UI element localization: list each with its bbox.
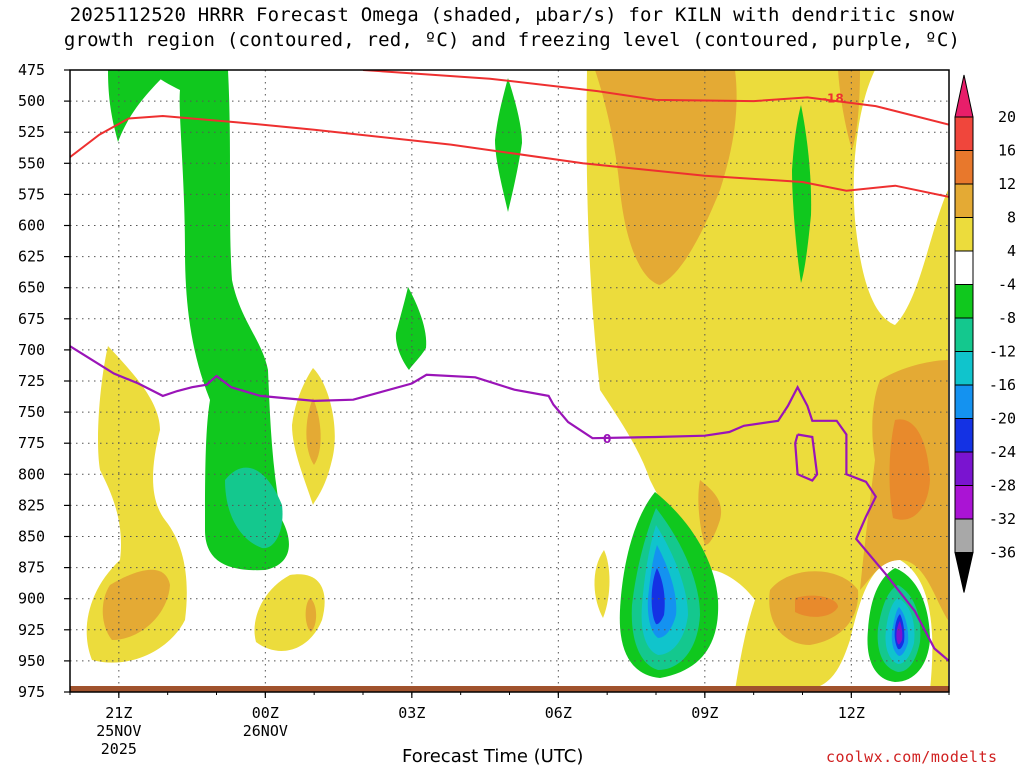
y-tick-label: 800 [18, 465, 45, 483]
omega-area-sink-upper-core [595, 70, 737, 285]
omega-area-sink-01z-low-core [305, 598, 317, 632]
colorbar-band [954, 418, 974, 453]
colorbar-label: -8 [998, 309, 1016, 327]
x-tick-date: 25NOV [96, 722, 141, 740]
colorbar-label: -28 [989, 477, 1016, 495]
colorbar-label: -4 [998, 276, 1016, 294]
colorbar-band [954, 183, 974, 218]
y-tick-label: 650 [18, 279, 45, 297]
colorbar-label: 16 [998, 142, 1016, 160]
colorbar-label: -20 [989, 410, 1016, 428]
y-tick-label: 875 [18, 559, 45, 577]
omega-area-sink-right-mid-core [889, 419, 930, 520]
colorbar-band [954, 518, 974, 553]
x-tick-label: 21Z [105, 704, 132, 722]
dgz-contour-label: -18 [822, 91, 844, 105]
y-tick-label: 825 [18, 496, 45, 514]
omega-area-sink-left-core [102, 569, 170, 640]
dgz-contour [70, 114, 949, 198]
colorbar-label: -16 [989, 376, 1016, 394]
omega-area-clear-right [853, 70, 948, 325]
omega-area-sink-right-column-core [838, 70, 860, 150]
chart-title-line-2: growth region (contoured, red, ºC) and f… [63, 29, 961, 51]
freezing-level-label: 0 [603, 432, 611, 446]
y-tick-label: 550 [18, 154, 45, 172]
omega-area-rise-05z-thin [495, 78, 522, 212]
y-tick-label: 700 [18, 341, 45, 359]
omega-area-rise-left-core [225, 467, 283, 549]
omega-area-rise-13z-ring-6 [896, 621, 903, 645]
y-tick-label: 775 [18, 434, 45, 452]
colorbar-label: -32 [989, 510, 1016, 528]
colorbar-bottom-arrow [954, 552, 974, 593]
y-tick-label: 725 [18, 372, 45, 390]
freezing-level-contour [70, 345, 949, 662]
omega-area-rise-03z-thin [395, 287, 427, 370]
colorbar-label: 8 [1007, 209, 1016, 227]
omega-area-rise-11z-thin [792, 105, 812, 283]
freezing-level-loop [794, 433, 819, 482]
grid [70, 70, 949, 692]
y-tick-label: 950 [18, 652, 45, 670]
colorbar-band [954, 217, 974, 252]
omega-area-sink-01z-low [254, 574, 325, 651]
site-credit: coolwx.com/modelts [826, 748, 998, 766]
x-axis-title: Forecast Time (UTC) [402, 746, 584, 767]
x-tick-label: 00Z [252, 704, 279, 722]
y-axis: 475 500 525 550 575 600 625 650 675 700 725 750 775 8… [18, 61, 70, 701]
y-tick-label: 625 [18, 248, 45, 266]
colorbar-band [954, 317, 974, 352]
x-tick-label: 09Z [691, 704, 718, 722]
omega-area-sink-01z-mid-core [306, 398, 321, 465]
y-tick-label: 475 [18, 61, 45, 79]
omega-area-sink-right-low-core [795, 595, 838, 617]
x-tick-label: 03Z [398, 704, 425, 722]
x-tick-label: 12Z [838, 704, 865, 722]
colorbar-label: 4 [1007, 242, 1016, 260]
x-tick-year: 2025 [101, 740, 137, 758]
colorbar-band [954, 451, 974, 486]
colorbar-band [954, 351, 974, 386]
y-tick-label: 750 [18, 403, 45, 421]
colorbar-label: -36 [989, 544, 1016, 562]
omega-area-rise-08z-ring-5 [651, 568, 665, 625]
colorbar-label: -24 [989, 443, 1016, 461]
colorbar-label: -12 [989, 343, 1016, 361]
x-tick-date: 26NOV [243, 722, 288, 740]
colorbar-band [954, 284, 974, 319]
y-tick-label: 900 [18, 590, 45, 608]
y-tick-label: 675 [18, 310, 45, 328]
colorbar-label: 12 [998, 175, 1016, 193]
chart-title-line-1: 2025112520 HRRR Forecast Omega (shaded, … [69, 4, 955, 26]
y-tick-label: 975 [18, 683, 45, 701]
contours: -18 0 [70, 70, 949, 662]
colorbar-band [954, 150, 974, 185]
ground-strip [70, 686, 949, 692]
colorbar-top-arrow [954, 74, 974, 118]
colorbar-label: 20 [998, 108, 1016, 126]
colorbar-band [954, 485, 974, 520]
omega-area-rise-left-column [148, 70, 289, 571]
y-tick-label: 525 [18, 123, 45, 141]
omega-area-sink-mid-core [698, 480, 722, 545]
y-tick-label: 575 [18, 185, 45, 203]
colorbar-band [954, 250, 974, 285]
y-tick-label: 850 [18, 528, 45, 546]
y-tick-label: 500 [18, 92, 45, 110]
omega-area-sink-07z [594, 550, 610, 618]
omega-area-rise-left-top [108, 70, 170, 142]
y-tick-label: 925 [18, 621, 45, 639]
colorbar-band [954, 384, 974, 419]
colorbar-band [954, 116, 974, 151]
dgz-contour [362, 70, 949, 126]
y-tick-label: 600 [18, 217, 45, 235]
colorbar: 20 16 12 8 4 -4 -8 -12 -16 -20 -24 -28 -32 -36 [954, 74, 1016, 593]
x-tick-label: 06Z [545, 704, 572, 722]
omega-shading [86, 70, 948, 690]
